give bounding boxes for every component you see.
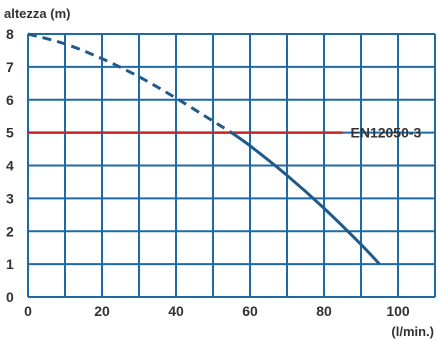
reference-line-label: EN12050-3 [351,125,422,141]
y-tick-labels: 0 1 2 3 4 5 6 7 8 [6,26,14,305]
x-tick-label: 100 [386,303,410,319]
x-tick-label: 80 [316,303,332,319]
y-axis-title: altezza (m) [4,6,70,21]
y-tick-label: 4 [6,158,14,174]
x-tick-labels: 0 20 40 60 80 100 [24,303,410,319]
y-tick-label: 3 [6,190,14,206]
x-tick-label: 20 [94,303,110,319]
y-tick-label: 2 [6,223,14,239]
curve-solid-1 [230,131,381,266]
y-tick-label: 8 [6,26,14,42]
curves [27,32,381,266]
y-tick-label: 7 [6,59,14,75]
y-tick-label: 1 [6,256,14,272]
curve-dashed-0 [27,32,233,134]
y-tick-label: 0 [6,289,14,305]
y-tick-label: 5 [6,125,14,141]
x-tick-label: 40 [168,303,184,319]
x-tick-label: 0 [24,303,32,319]
x-tick-label: 60 [242,303,258,319]
y-tick-label: 6 [6,92,14,108]
x-axis-unit: (l/min.) [391,324,434,339]
